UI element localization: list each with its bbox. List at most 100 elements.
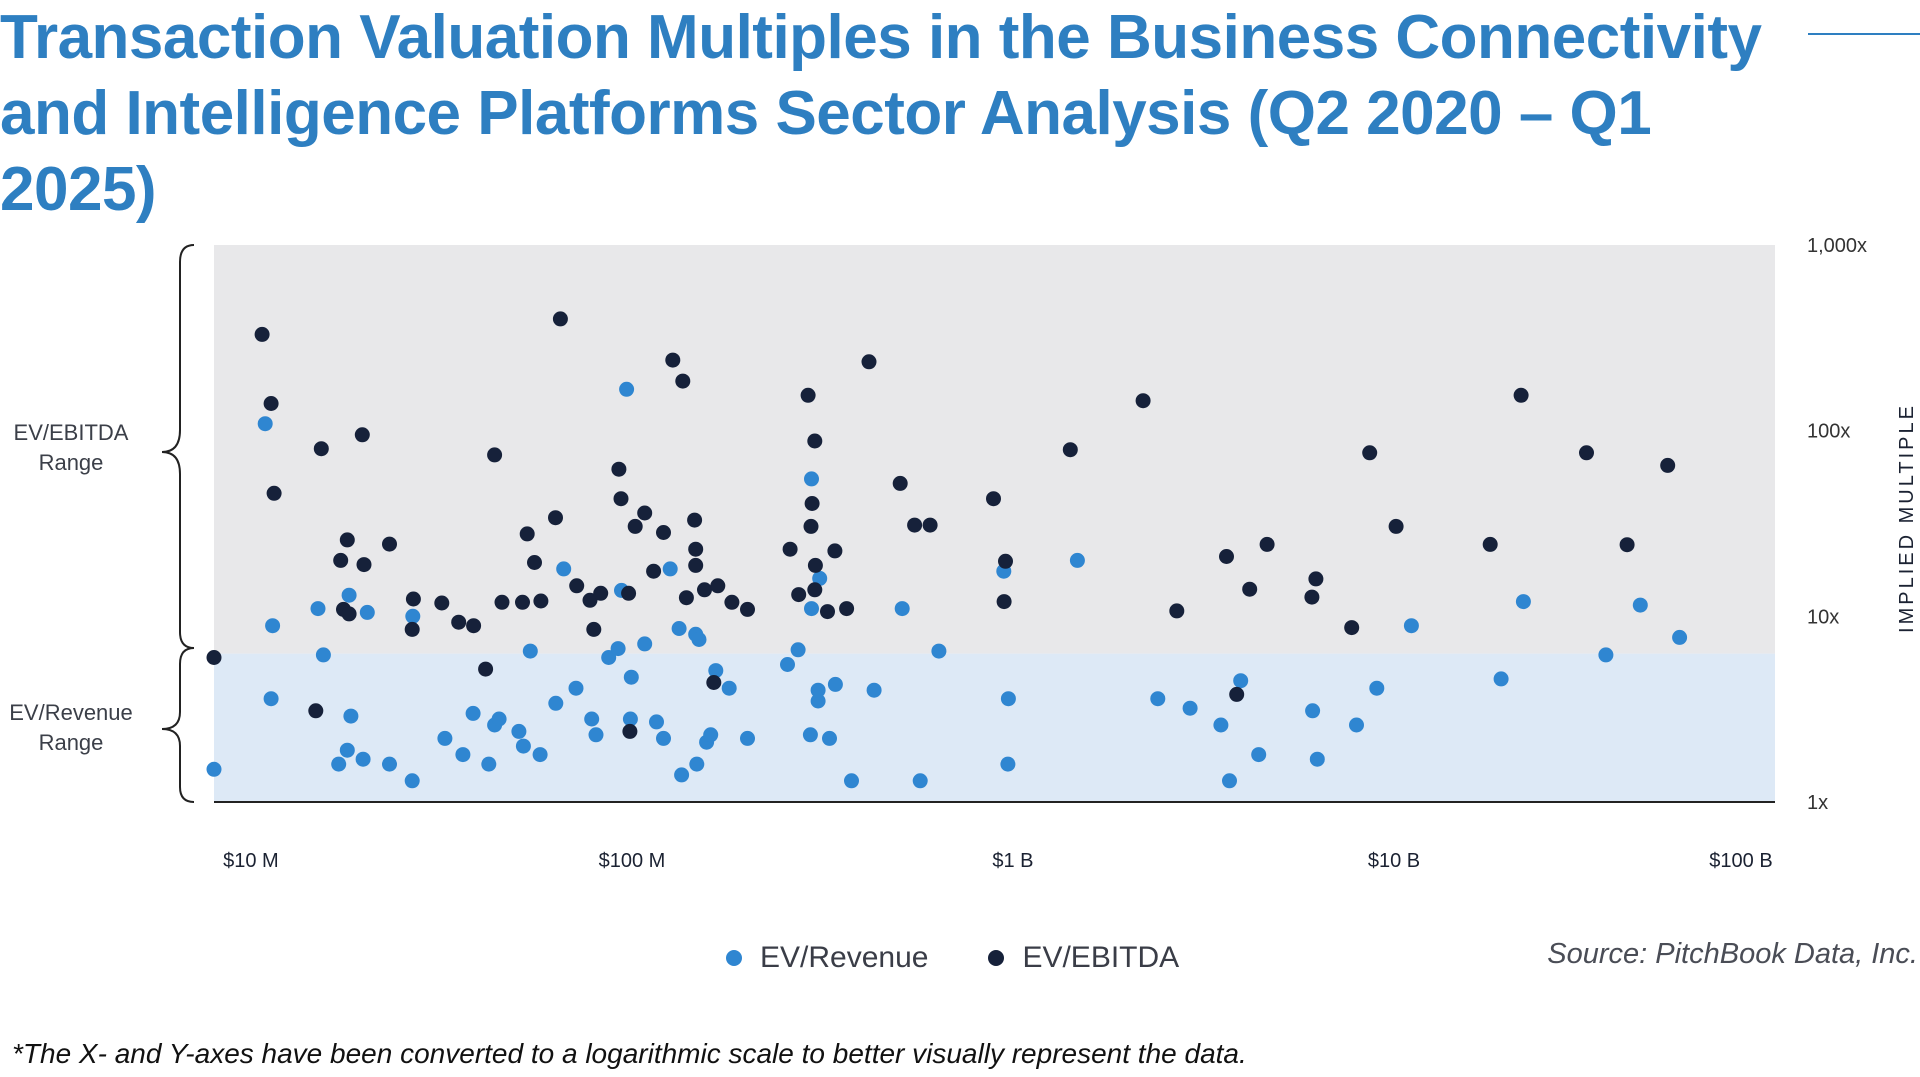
point-ev-ebitda — [341, 606, 357, 622]
point-ev-revenue — [1233, 673, 1249, 689]
point-ev-ebitda — [706, 675, 722, 690]
point-ev-revenue — [894, 601, 910, 617]
point-ev-ebitda — [515, 594, 530, 610]
point-ev-ebitda — [800, 387, 816, 403]
point-ev-revenue — [790, 642, 806, 658]
point-ev-revenue — [844, 773, 859, 789]
point-ev-ebitda — [678, 590, 694, 606]
y-axis-label: IMPLIED MULTIPLE — [1896, 403, 1918, 633]
point-ev-ebitda — [494, 594, 510, 610]
revenue-range-label-line2: Range — [39, 730, 104, 755]
point-ev-ebitda — [356, 557, 372, 573]
title-rule — [1808, 33, 1920, 35]
point-ev-revenue — [674, 767, 690, 783]
point-ev-revenue — [405, 608, 421, 624]
point-ev-revenue — [1632, 597, 1648, 613]
point-ev-ebitda — [593, 585, 609, 601]
ebitda-range-label-line2: Range — [39, 450, 104, 475]
point-ev-ebitda — [487, 447, 503, 463]
point-ev-revenue — [584, 711, 600, 727]
point-ev-ebitda — [1362, 445, 1378, 461]
point-ev-revenue — [1369, 680, 1385, 696]
point-ev-ebitda — [820, 604, 835, 620]
point-ev-ebitda — [354, 427, 370, 443]
point-ev-ebitda — [807, 433, 823, 449]
point-ev-ebitda — [263, 396, 279, 411]
point-ev-ebitda — [996, 594, 1012, 610]
point-ev-ebitda — [622, 723, 638, 739]
point-ev-revenue — [822, 730, 837, 746]
point-ev-revenue — [810, 682, 826, 698]
point-ev-ebitda — [807, 557, 823, 573]
point-ev-revenue — [691, 632, 707, 647]
point-ev-revenue — [1305, 703, 1321, 719]
point-ev-revenue — [310, 601, 326, 617]
point-ev-ebitda — [839, 601, 855, 617]
point-ev-ebitda — [621, 585, 637, 601]
point-ev-revenue — [511, 723, 527, 739]
point-ev-revenue — [331, 756, 347, 772]
point-ev-revenue — [623, 669, 639, 685]
legend-marker-revenue — [726, 950, 742, 966]
point-ev-ebitda — [1388, 518, 1404, 534]
point-ev-revenue — [548, 695, 564, 711]
x-tick-label: $100 B — [1709, 850, 1772, 872]
point-ev-revenue — [1150, 691, 1166, 707]
point-ev-ebitda — [1242, 581, 1258, 597]
footnote: *The X- and Y-axes have been converted t… — [12, 1038, 1247, 1069]
point-ev-ebitda — [688, 541, 704, 557]
x-tick-label: $100 M — [599, 850, 666, 872]
point-ev-revenue — [703, 727, 719, 743]
point-ev-ebitda — [782, 541, 798, 557]
point-ev-ebitda — [533, 593, 549, 609]
point-ev-revenue — [662, 561, 678, 577]
point-ev-ebitda — [1344, 620, 1360, 636]
point-ev-ebitda — [1619, 537, 1635, 553]
point-ev-ebitda — [333, 552, 349, 568]
point-ev-revenue — [649, 714, 664, 730]
legend-item-ebitda: EV/EBITDA — [988, 941, 1179, 975]
point-ev-ebitda — [1135, 393, 1151, 409]
point-ev-ebitda — [404, 621, 420, 637]
point-ev-revenue — [315, 647, 331, 663]
point-ev-ebitda — [478, 661, 494, 677]
point-ev-ebitda — [1304, 589, 1320, 605]
point-ev-ebitda — [740, 601, 755, 617]
point-ev-ebitda — [586, 621, 602, 637]
point-ev-revenue — [556, 561, 572, 577]
point-ev-revenue — [721, 680, 737, 696]
point-ev-revenue — [827, 676, 843, 692]
point-ev-revenue — [1000, 756, 1016, 772]
source-note: Source: PitchBook Data, Inc. — [1547, 938, 1918, 970]
point-ev-ebitda — [1062, 442, 1078, 458]
point-ev-ebitda — [1219, 549, 1234, 564]
legend-label-ebitda: EV/EBITDA — [1022, 941, 1180, 974]
point-ev-revenue — [1515, 594, 1531, 610]
point-ev-ebitda — [1308, 571, 1324, 587]
point-ev-revenue — [355, 751, 371, 767]
point-ev-revenue — [1000, 691, 1016, 707]
point-ev-ebitda — [451, 614, 467, 630]
point-ev-revenue — [671, 621, 687, 636]
point-ev-revenue — [481, 756, 497, 772]
legend: EV/Revenue EV/EBITDA — [726, 938, 1239, 978]
point-ev-revenue — [257, 416, 273, 432]
point-ev-revenue — [568, 680, 584, 696]
point-ev-ebitda — [405, 591, 421, 607]
point-ev-revenue — [343, 708, 359, 724]
point-ev-ebitda — [434, 595, 450, 611]
point-ev-revenue — [804, 601, 819, 617]
point-ev-revenue — [804, 471, 819, 487]
point-ev-revenue — [1598, 647, 1614, 663]
point-ev-revenue — [515, 738, 531, 754]
point-ev-ebitda — [637, 505, 653, 521]
data-points — [206, 311, 1688, 789]
point-ev-ebitda — [266, 485, 282, 501]
legend-label-revenue: EV/Revenue — [760, 941, 929, 974]
point-ev-ebitda — [582, 592, 598, 608]
revenue-range-band — [214, 653, 1775, 802]
y-tick-label: 100x — [1807, 421, 1850, 443]
x-tick-labels: $10 M $100 M $1 B $10 B $100 B — [223, 850, 1773, 872]
point-ev-revenue — [802, 727, 818, 743]
